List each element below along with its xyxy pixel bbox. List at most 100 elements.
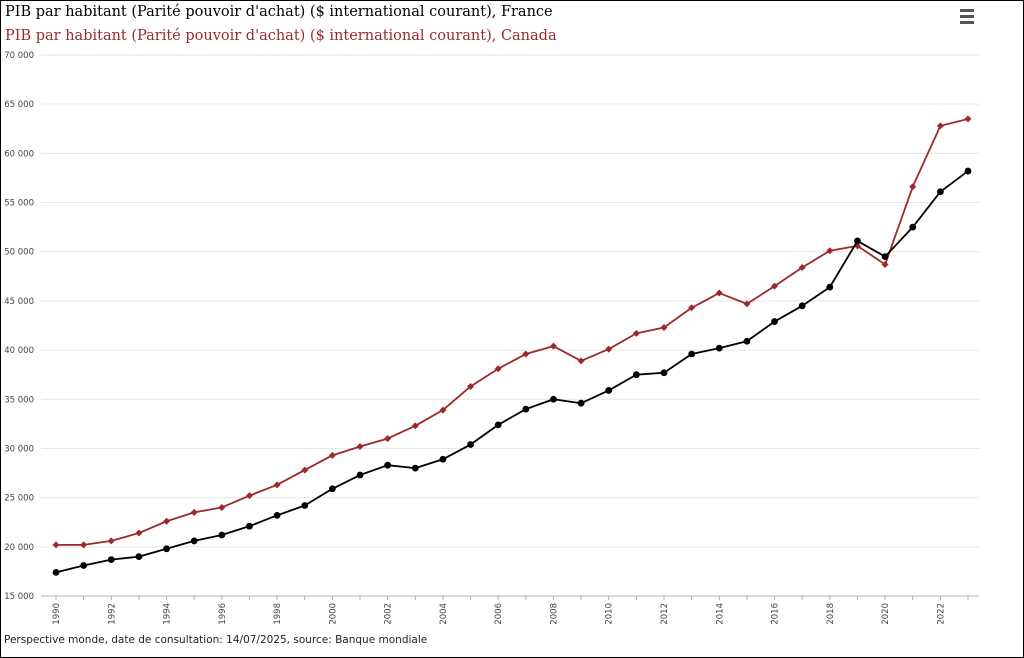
hamburger-menu-icon[interactable] <box>958 9 978 27</box>
data-point-canada[interactable] <box>909 183 917 191</box>
data-point-canada[interactable] <box>190 508 198 516</box>
y-tick-label: 65 000 <box>4 100 34 110</box>
data-point-france[interactable] <box>411 464 419 472</box>
x-tick-label: 2016 <box>771 603 781 625</box>
data-point-canada[interactable] <box>80 541 88 549</box>
data-point-canada[interactable] <box>107 537 115 545</box>
x-tick-label: 2000 <box>328 603 338 625</box>
x-tick-label: 2018 <box>826 603 836 625</box>
series-france <box>52 167 972 576</box>
series-line-canada <box>56 118 969 546</box>
data-point-france[interactable] <box>52 568 60 576</box>
series-line-france <box>55 170 969 574</box>
data-point-canada[interactable] <box>218 503 226 511</box>
data-point-france[interactable] <box>190 537 198 545</box>
x-tick-label: 1990 <box>52 603 62 625</box>
data-point-france[interactable] <box>909 223 917 231</box>
data-point-france[interactable] <box>881 253 889 261</box>
data-point-canada[interactable] <box>411 422 419 430</box>
x-tick-label: 2006 <box>494 603 504 625</box>
x-tick-label: 2010 <box>605 603 615 625</box>
y-tick-label: 45 000 <box>4 297 34 307</box>
data-point-canada[interactable] <box>52 541 60 549</box>
x-axis: 1990 1992 1994 1996 1998 2000 2002 2004 2006 2008… <box>41 595 979 625</box>
data-point-france[interactable] <box>384 461 392 469</box>
data-point-canada[interactable] <box>798 263 806 271</box>
data-point-france[interactable] <box>964 167 972 175</box>
y-tick-label: 35 000 <box>4 395 34 405</box>
data-point-france[interactable] <box>771 318 778 325</box>
data-point-france[interactable] <box>660 369 668 377</box>
y-tick-label: 40 000 <box>4 346 34 356</box>
data-point-canada[interactable] <box>384 435 392 443</box>
data-point-canada[interactable] <box>577 357 585 365</box>
data-point-canada[interactable] <box>632 329 640 337</box>
data-point-france[interactable] <box>356 471 364 479</box>
data-point-france[interactable] <box>218 531 226 539</box>
data-point-france[interactable] <box>328 485 336 493</box>
data-point-france[interactable] <box>798 302 806 310</box>
data-point-france[interactable] <box>80 562 88 569</box>
x-tick-label: 2002 <box>384 603 394 625</box>
x-tick-label: 2014 <box>715 603 725 625</box>
data-point-canada[interactable] <box>743 300 751 308</box>
data-point-canada[interactable] <box>163 517 171 525</box>
x-tick-label: 2004 <box>439 603 449 625</box>
data-point-france[interactable] <box>494 421 502 429</box>
data-point-france[interactable] <box>467 441 474 448</box>
data-point-france[interactable] <box>439 455 447 463</box>
data-point-canada[interactable] <box>771 282 779 290</box>
data-point-canada[interactable] <box>467 382 475 390</box>
x-tick-label: 1992 <box>107 603 117 625</box>
data-point-canada[interactable] <box>273 481 281 489</box>
data-point-france[interactable] <box>273 511 281 519</box>
y-tick-label: 20 000 <box>4 543 34 553</box>
x-tick-label: 2022 <box>936 603 946 625</box>
data-point-france[interactable] <box>826 283 834 291</box>
data-point-canada[interactable] <box>964 115 972 123</box>
data-point-canada[interactable] <box>135 529 143 537</box>
data-point-france[interactable] <box>246 522 253 530</box>
data-point-canada[interactable] <box>245 492 253 500</box>
y-axis-tick-labels: 15 000 20 000 25 000 30 000 35 000 40 000 45 0… <box>4 51 34 602</box>
data-point-canada[interactable] <box>301 466 309 474</box>
data-point-france[interactable] <box>163 545 170 553</box>
chart-title-canada: PIB par habitant (Parité pouvoir d'achat… <box>5 28 557 44</box>
data-point-france[interactable] <box>743 337 751 345</box>
data-point-france[interactable] <box>688 350 696 358</box>
data-point-canada[interactable] <box>826 247 834 255</box>
data-point-canada[interactable] <box>549 342 557 350</box>
data-point-france[interactable] <box>577 399 585 407</box>
series-lines <box>52 115 972 576</box>
data-point-france[interactable] <box>107 556 115 564</box>
data-point-canada[interactable] <box>688 304 696 312</box>
y-tick-label: 70 000 <box>4 51 34 61</box>
x-tick-label: 2012 <box>660 603 670 625</box>
data-point-france[interactable] <box>550 395 557 403</box>
data-point-canada[interactable] <box>881 261 889 269</box>
data-point-france[interactable] <box>522 405 530 413</box>
x-tick-label: 2008 <box>549 603 559 625</box>
data-point-canada[interactable] <box>660 323 668 331</box>
data-point-canada[interactable] <box>605 345 613 353</box>
y-tick-label: 15 000 <box>4 592 34 602</box>
data-point-france[interactable] <box>605 387 613 394</box>
data-point-france[interactable] <box>135 553 143 561</box>
x-tick-label: 1998 <box>273 603 283 625</box>
data-point-canada[interactable] <box>494 365 502 373</box>
source-note: Perspective monde, date de consultation:… <box>4 634 428 646</box>
data-point-canada[interactable] <box>328 451 336 459</box>
data-point-canada[interactable] <box>356 442 364 450</box>
data-point-france[interactable] <box>715 344 723 352</box>
data-point-france[interactable] <box>301 502 309 509</box>
data-point-canada[interactable] <box>522 350 530 358</box>
data-point-france[interactable] <box>936 188 944 196</box>
data-point-france[interactable] <box>854 237 861 245</box>
y-tick-label: 55 000 <box>4 199 34 209</box>
data-point-france[interactable] <box>632 371 640 379</box>
data-point-canada[interactable] <box>715 289 723 297</box>
data-point-canada[interactable] <box>439 406 447 414</box>
data-point-canada[interactable] <box>936 122 944 130</box>
